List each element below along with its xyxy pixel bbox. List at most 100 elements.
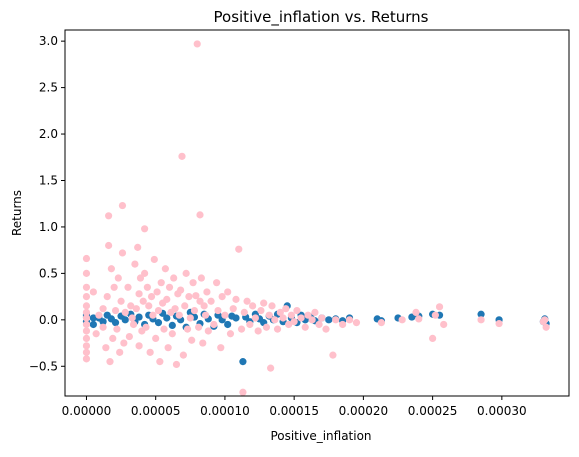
data-point (121, 308, 129, 316)
data-point (200, 302, 208, 310)
data-point (435, 303, 444, 311)
data-point (177, 286, 185, 294)
data-point (178, 152, 186, 160)
y-axis: −0.5 0.0 0.5 1.0 1.5 2.0 2.5 3.0 (29, 34, 65, 373)
data-point (352, 319, 361, 327)
data-point (195, 323, 203, 331)
data-point (279, 314, 287, 322)
data-point (89, 320, 97, 329)
data-point (190, 306, 199, 315)
data-point (412, 308, 420, 316)
data-point (125, 332, 133, 341)
data-point (377, 319, 385, 327)
data-point (243, 297, 251, 305)
data-point (168, 321, 176, 329)
data-point (239, 388, 247, 396)
data-point (99, 318, 107, 326)
data-point (267, 364, 275, 372)
data-point (95, 311, 103, 319)
data-point (106, 358, 114, 366)
data-point (199, 339, 207, 347)
y-tick-label: 3.0 (39, 34, 58, 48)
data-point (156, 358, 164, 366)
data-point (89, 314, 97, 322)
data-point (147, 293, 156, 301)
data-point (168, 330, 176, 338)
data-point (82, 327, 91, 335)
data-point (82, 334, 91, 343)
data-point (260, 299, 268, 307)
y-tick-label: −0.5 (29, 359, 58, 373)
data-point (135, 290, 143, 298)
data-point (82, 302, 91, 310)
data-point (239, 358, 247, 366)
data-point (345, 316, 354, 324)
data-point (210, 320, 218, 329)
data-point (290, 318, 298, 326)
data-point (161, 265, 169, 273)
data-point (154, 306, 163, 315)
data-point (325, 316, 333, 324)
data-point (226, 330, 235, 338)
y-tick-label: 2.0 (39, 127, 58, 141)
data-point (221, 311, 229, 319)
y-tick-label: 0.5 (39, 266, 58, 280)
data-point (311, 308, 319, 316)
data-point (189, 279, 197, 287)
data-point (541, 316, 549, 324)
data-point (164, 344, 172, 352)
data-point (477, 310, 485, 318)
x-tick-label: 0.00010 (200, 404, 250, 418)
data-point (188, 336, 196, 344)
x-tick-label: 0.00025 (408, 404, 458, 418)
data-point (322, 325, 330, 333)
data-point (139, 297, 147, 305)
data-point (257, 306, 265, 315)
data-point (82, 355, 91, 363)
data-point (120, 339, 128, 347)
data-point (201, 311, 210, 319)
data-point (141, 225, 149, 233)
data-point (217, 344, 225, 352)
data-point (181, 302, 189, 310)
data-point (193, 40, 201, 48)
data-point (135, 313, 143, 321)
data-point (110, 283, 118, 291)
data-point (111, 319, 120, 327)
data-point (213, 279, 221, 287)
x-tick-label: 0.00000 (62, 404, 112, 418)
data-point (165, 283, 174, 291)
data-point (179, 351, 187, 359)
data-point (117, 297, 125, 305)
data-point (107, 265, 115, 273)
y-tick-label: 2.5 (39, 81, 58, 95)
data-point (82, 314, 91, 322)
data-point (149, 311, 157, 319)
data-point (146, 348, 154, 356)
x-axis-label: Positive_inflation (270, 429, 371, 443)
data-point (246, 320, 254, 329)
data-point (153, 288, 161, 296)
data-point (134, 243, 142, 251)
data-point (218, 293, 226, 301)
data-point (285, 320, 293, 329)
data-point (142, 323, 150, 331)
data-point (175, 311, 183, 319)
data-point (262, 323, 271, 331)
data-point (143, 283, 151, 291)
data-point (163, 295, 171, 303)
data-point (415, 315, 423, 323)
data-point (124, 283, 132, 291)
data-point (114, 274, 122, 282)
data-point (82, 254, 91, 263)
data-point (127, 302, 135, 310)
data-point (196, 297, 204, 305)
y-tick-label: 0.0 (39, 313, 58, 327)
data-point (318, 314, 326, 322)
data-point (105, 212, 113, 220)
data-point (118, 201, 127, 210)
data-point (224, 288, 232, 296)
data-point (116, 348, 124, 356)
data-point (160, 325, 168, 333)
